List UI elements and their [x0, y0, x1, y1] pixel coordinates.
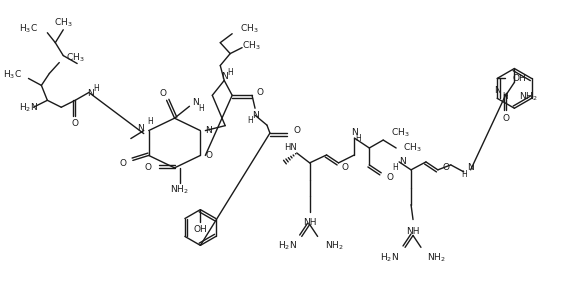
Text: NH: NH: [303, 218, 316, 227]
Text: O: O: [294, 126, 301, 135]
Text: H: H: [247, 116, 253, 125]
Text: N: N: [494, 86, 500, 95]
Text: H: H: [227, 68, 233, 77]
Text: H: H: [355, 133, 362, 143]
Text: N: N: [252, 111, 259, 120]
Text: N: N: [137, 124, 144, 133]
Text: N: N: [467, 163, 474, 172]
Text: H$_3$C: H$_3$C: [3, 68, 22, 81]
Text: N: N: [221, 72, 228, 81]
Text: H$_2$N: H$_2$N: [380, 251, 399, 263]
Text: H: H: [461, 170, 467, 179]
Text: H: H: [147, 117, 153, 126]
Text: O: O: [443, 163, 450, 172]
Text: N: N: [192, 98, 199, 107]
Text: O: O: [145, 163, 152, 172]
Text: O: O: [256, 88, 263, 97]
Text: N: N: [87, 89, 93, 98]
Text: O: O: [386, 173, 393, 182]
Text: O: O: [159, 89, 166, 98]
Text: N: N: [351, 128, 358, 137]
Text: CH$_3$: CH$_3$: [391, 127, 410, 139]
Text: N: N: [399, 157, 406, 166]
Text: CH$_3$: CH$_3$: [54, 16, 73, 29]
Text: OH: OH: [512, 74, 526, 83]
Text: N: N: [205, 126, 212, 135]
Text: O: O: [341, 163, 348, 172]
Text: NH: NH: [406, 228, 420, 236]
Text: HN: HN: [284, 143, 297, 153]
Text: NH$_2$: NH$_2$: [427, 251, 446, 263]
Text: NH$_2$: NH$_2$: [519, 90, 538, 103]
Text: NH$_2$: NH$_2$: [324, 239, 343, 252]
Text: H: H: [392, 163, 398, 172]
Text: O: O: [120, 159, 127, 168]
Text: O: O: [205, 151, 212, 160]
Text: CH$_3$: CH$_3$: [242, 39, 261, 52]
Text: CH$_3$: CH$_3$: [403, 142, 422, 154]
Text: H: H: [198, 104, 204, 113]
Text: CH$_3$: CH$_3$: [240, 23, 259, 35]
Text: NH$_2$: NH$_2$: [170, 183, 189, 196]
Text: H: H: [93, 84, 99, 93]
Text: O: O: [503, 114, 510, 123]
Text: O: O: [72, 119, 79, 128]
Text: H$_2$N: H$_2$N: [278, 239, 297, 252]
Text: CH$_3$: CH$_3$: [66, 51, 85, 64]
Text: H$_2$N: H$_2$N: [18, 101, 38, 113]
Text: H$_3$C: H$_3$C: [19, 23, 38, 35]
Text: H: H: [503, 92, 509, 101]
Text: OH: OH: [193, 225, 207, 234]
